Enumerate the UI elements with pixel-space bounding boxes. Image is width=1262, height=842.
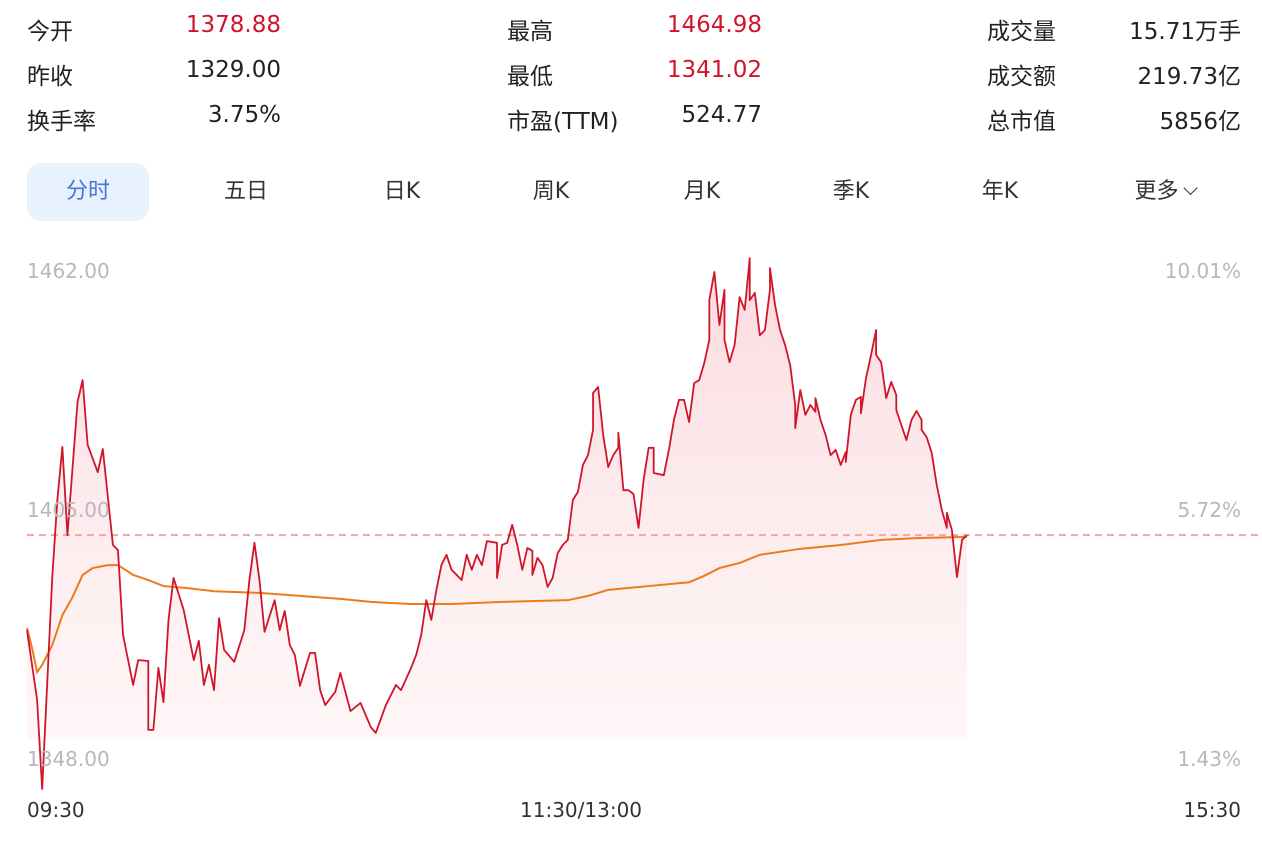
y-tick-right-bottom: 1.43% — [1177, 747, 1241, 771]
stat-value-market-cap: 5856亿 — [1159, 109, 1241, 135]
y-tick-right-top: 10.01% — [1164, 259, 1241, 283]
tab-more-label: 更多 — [1134, 179, 1179, 204]
price-area-fill — [27, 258, 968, 789]
stat-label-market-cap: 总市值 — [987, 109, 1056, 135]
stat-label-turnover: 成交额 — [987, 64, 1056, 90]
stat-value-open: 1378.88 — [185, 12, 281, 38]
stat-value-prev-close: 1329.00 — [185, 57, 281, 83]
y-tick-right-middle: 5.72% — [1177, 498, 1241, 522]
stat-value-low: 1341.02 — [666, 57, 762, 83]
tab-more[interactable]: 更多 — [1134, 163, 1198, 221]
x-tick-close: 15:30 — [1183, 798, 1241, 822]
y-tick-left-bottom: 1348.00 — [27, 747, 110, 771]
stat-value-volume: 15.71万手 — [1129, 19, 1241, 45]
tab-monthly-k[interactable]: 月K — [683, 179, 721, 204]
stat-value-high: 1464.98 — [666, 12, 762, 38]
tab-quarterly-k[interactable]: 季K — [832, 179, 870, 204]
x-tick-open: 09:30 — [27, 798, 85, 822]
stat-value-turnover-rate: 3.75% — [207, 102, 281, 128]
stat-label-pe-ttm: 市盈(TTM) — [507, 109, 619, 135]
stat-label-prev-close: 昨收 — [27, 64, 73, 90]
stat-label-low: 最低 — [507, 64, 553, 90]
tab-yearly-k[interactable]: 年K — [981, 179, 1019, 204]
y-tick-left-top: 1462.00 — [27, 259, 110, 283]
tab-five-day[interactable]: 五日 — [223, 179, 269, 204]
y-tick-left-middle: 1405.00 — [27, 498, 110, 522]
average-price-line — [26, 535, 968, 675]
x-tick-midday: 11:30/13:00 — [520, 798, 643, 822]
stat-label-open: 今开 — [27, 19, 73, 45]
tab-daily-k[interactable]: 日K — [383, 179, 421, 204]
stat-label-high: 最高 — [507, 19, 553, 45]
stat-label-turnover-rate: 换手率 — [27, 109, 96, 135]
stat-label-volume: 成交量 — [987, 19, 1056, 45]
tab-intraday[interactable]: 分时 — [27, 163, 149, 221]
stat-value-pe-ttm: 524.77 — [681, 102, 762, 128]
price-line — [26, 257, 968, 790]
stat-value-turnover: 219.73亿 — [1137, 64, 1241, 90]
chart-period-tabs: 分时 五日 日K 周K 月K 季K 年K 更多 — [27, 163, 1241, 221]
tab-weekly-k[interactable]: 周K — [532, 179, 570, 204]
